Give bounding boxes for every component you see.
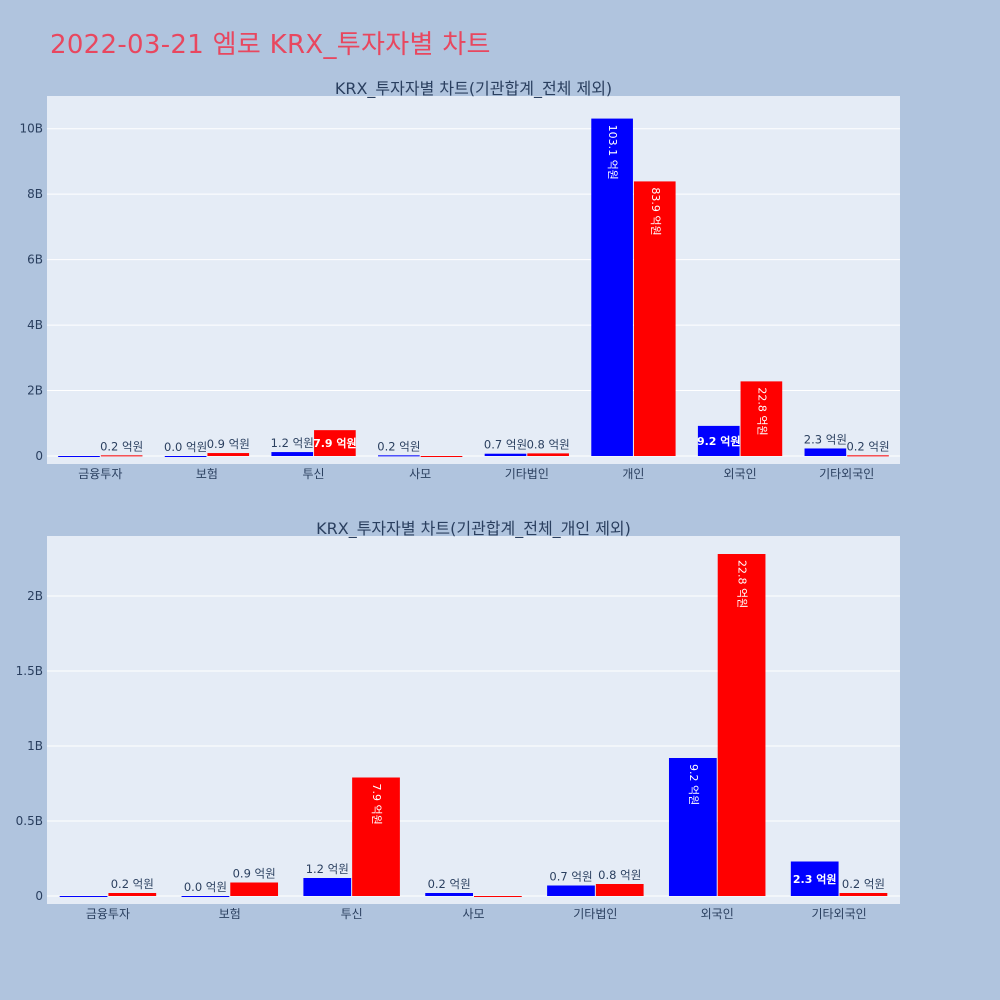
data-label: 103.1 억원 — [606, 125, 619, 180]
y-tick-label: 1.5B — [16, 664, 43, 678]
y-tick-label: 8B — [27, 187, 43, 201]
x-tick-label: 투신 — [303, 467, 325, 480]
data-label: 7.9 억원 — [370, 784, 383, 825]
data-label: 0.0 억원 — [164, 440, 207, 454]
y-tick-label: 2B — [27, 589, 43, 603]
bar-buy — [425, 893, 473, 896]
data-label: 0.7 억원 — [484, 438, 527, 452]
data-label: 9.2 억원 — [687, 764, 700, 805]
bar-sell — [100, 455, 143, 457]
bar-sell — [527, 453, 569, 456]
x-tick-label: 사모 — [409, 467, 431, 480]
chart-all-investors: KRX_투자자별 차트(기관합계_전체 제외) 0 2B 4B 6B 8B 10B 금융투자 0… — [19, 79, 900, 480]
data-label: 22.8 억원 — [755, 387, 768, 435]
x-tick-label: 투신 — [341, 907, 363, 920]
bar-sell — [108, 893, 157, 896]
data-label: 83.9 억원 — [649, 187, 662, 235]
data-label: 0.2 억원 — [846, 439, 889, 453]
bar-buy — [181, 896, 230, 897]
bar-sell — [352, 777, 400, 896]
data-label: 22.8 억원 — [736, 560, 749, 608]
x-tick-label: 외국인 — [701, 907, 734, 920]
bar-buy — [804, 448, 847, 456]
x-tick-label: 금융투자 — [86, 907, 130, 920]
bar-buy — [303, 878, 352, 896]
data-label: 0.2 억원 — [111, 877, 154, 891]
bar-sell — [230, 882, 279, 896]
bar-sell — [847, 455, 889, 457]
bar-buy — [668, 758, 717, 896]
bar-sell — [595, 884, 644, 896]
x-tick-label: 개인 — [622, 467, 644, 480]
y-tick-label: 6B — [27, 253, 43, 267]
y-tick-label: 10B — [19, 122, 43, 136]
data-label: 0.2 억원 — [377, 439, 420, 453]
bar-buy — [591, 118, 633, 456]
bar-buy — [484, 453, 527, 456]
bar-buy — [697, 425, 740, 456]
data-label: 0.9 억원 — [207, 437, 250, 451]
data-label: 0.8 억원 — [598, 868, 641, 882]
page-title: 2022-03-21 엠로 KRX_투자자별 차트 — [50, 30, 491, 60]
bar-buy — [164, 456, 207, 457]
data-label: 2.3 억원 — [804, 432, 847, 446]
bar-sell — [717, 554, 766, 896]
bar-buy — [547, 885, 595, 896]
bar-sell — [207, 453, 250, 456]
data-label: 7.9 억원 — [313, 436, 357, 450]
chart-title: KRX_투자자별 차트(기관합계_전체 제외) — [335, 79, 612, 99]
data-label: 0.7 억원 — [549, 870, 592, 884]
data-label: 0.9 억원 — [233, 867, 276, 881]
bar-sell — [314, 430, 356, 456]
x-tick-label: 기타법인 — [573, 907, 617, 920]
y-tick-label: 0 — [35, 449, 43, 463]
data-label: 2.3 억원 — [793, 872, 837, 886]
chart-excluding-individuals: KRX_투자자별 차트(기관합계_전체_개인 제외) 0 0.5B 1B 1.5B 2B 금… — [16, 519, 900, 920]
data-label: 1.2 억원 — [306, 862, 349, 876]
x-tick-label: 사모 — [462, 907, 484, 920]
plot-area — [47, 536, 900, 904]
data-label: 1.2 억원 — [271, 436, 314, 450]
x-tick-label: 기타외국인 — [811, 907, 866, 920]
data-label: 0.2 억원 — [100, 439, 143, 453]
bar-sell — [839, 893, 888, 896]
y-tick-label: 1B — [27, 739, 43, 753]
y-tick-label: 4B — [27, 318, 43, 332]
y-tick-label: 2B — [27, 384, 43, 398]
bar-buy — [378, 455, 420, 457]
bar-buy — [58, 456, 100, 457]
x-tick-label: 외국인 — [724, 467, 757, 480]
x-tick-label: 보험 — [219, 907, 241, 920]
bar-buy — [790, 861, 839, 896]
x-tick-label: 금융투자 — [78, 467, 122, 480]
x-tick-label: 보험 — [196, 467, 218, 480]
bar-sell — [633, 181, 676, 456]
data-label: 0.0 억원 — [184, 880, 227, 894]
bar-buy — [59, 896, 108, 897]
data-label: 9.2 억원 — [697, 434, 741, 448]
bar-sell — [474, 896, 522, 897]
data-label: 0.2 억원 — [428, 877, 471, 891]
y-tick-label: 0.5B — [16, 814, 43, 828]
x-tick-label: 기타외국인 — [819, 467, 874, 480]
chart-title: KRX_투자자별 차트(기관합계_전체_개인 제외) — [316, 519, 631, 539]
data-label: 0.2 억원 — [842, 877, 885, 891]
bar-sell — [420, 456, 463, 457]
data-label: 0.8 억원 — [527, 437, 570, 451]
bar-buy — [271, 452, 314, 456]
bar-sell — [740, 381, 783, 456]
y-tick-label: 0 — [35, 889, 43, 903]
x-tick-label: 기타법인 — [505, 467, 549, 480]
